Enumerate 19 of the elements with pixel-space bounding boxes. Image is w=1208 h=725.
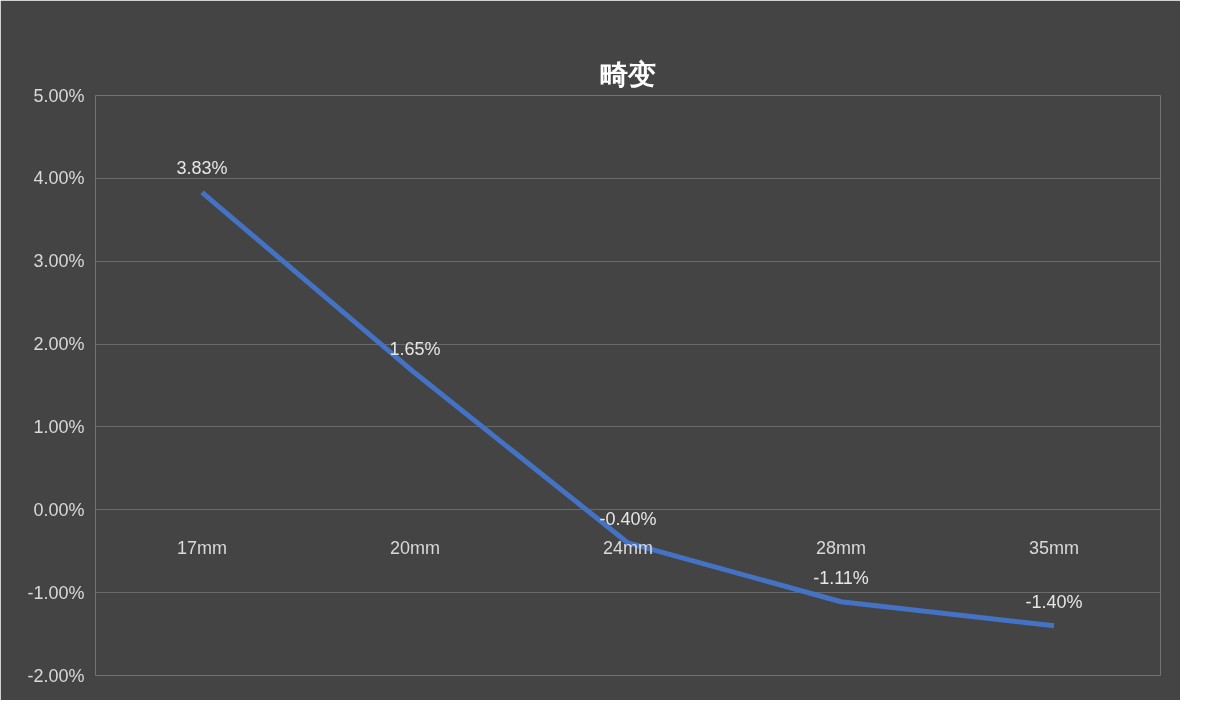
y-tick-label: 1.00% [33, 416, 85, 437]
x-tick-label: 20mm [390, 537, 441, 558]
x-tick-label: 24mm [603, 537, 654, 558]
y-tick-label: -2.00% [27, 665, 85, 686]
y-tick-label: -1.00% [27, 582, 85, 603]
y-tick-label: 0.00% [33, 499, 85, 520]
x-tick-label: 35mm [1029, 537, 1080, 558]
data-label: -1.11% [813, 567, 869, 588]
data-label: -1.40% [1025, 591, 1083, 612]
x-tick-label: 17mm [177, 537, 228, 558]
y-tick-label: 3.00% [33, 251, 85, 272]
data-label: -0.40% [599, 508, 657, 529]
data-label: 3.83% [176, 158, 228, 179]
y-tick-label: 4.00% [33, 168, 85, 189]
x-tick-label: 28mm [816, 537, 867, 558]
data-label: 1.65% [389, 339, 441, 360]
chart-title: 畸变 [600, 57, 656, 91]
y-tick-label: 2.00% [33, 334, 85, 355]
y-tick-label: 5.00% [33, 85, 85, 106]
